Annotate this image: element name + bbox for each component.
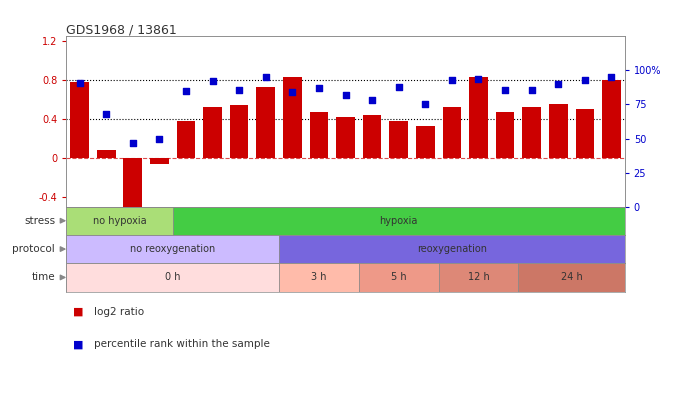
Bar — [66, 263, 279, 292]
Point — [74, 79, 85, 86]
Text: 3 h: 3 h — [311, 273, 327, 282]
Text: stress: stress — [24, 216, 55, 226]
Bar — [279, 263, 359, 292]
Bar — [256, 87, 275, 158]
Point — [366, 97, 378, 104]
Point — [180, 87, 191, 94]
Bar — [177, 121, 195, 158]
Point — [473, 75, 484, 82]
Bar — [522, 107, 541, 158]
Point — [393, 83, 404, 90]
Bar — [310, 112, 328, 158]
Bar — [443, 107, 461, 158]
Text: 12 h: 12 h — [468, 273, 489, 282]
Bar — [150, 158, 169, 164]
Point — [446, 77, 457, 83]
Text: percentile rank within the sample: percentile rank within the sample — [94, 339, 270, 349]
Bar — [124, 158, 142, 207]
Point — [154, 135, 165, 142]
Point — [207, 78, 218, 85]
Bar — [549, 104, 567, 158]
Bar — [97, 150, 115, 158]
Point — [260, 74, 272, 81]
Bar — [203, 107, 222, 158]
Bar — [279, 235, 625, 263]
Bar — [389, 121, 408, 158]
Text: protocol: protocol — [13, 244, 55, 254]
Bar — [230, 105, 248, 158]
Text: log2 ratio: log2 ratio — [94, 307, 144, 317]
Bar — [496, 112, 514, 158]
Bar — [469, 77, 488, 158]
Text: ■: ■ — [73, 307, 84, 317]
Point — [127, 139, 138, 146]
Point — [234, 86, 245, 93]
Bar — [70, 82, 89, 158]
Bar — [66, 207, 172, 235]
Bar — [66, 235, 279, 263]
Bar — [519, 263, 625, 292]
Text: 24 h: 24 h — [560, 273, 582, 282]
Text: hypoxia: hypoxia — [380, 216, 418, 226]
Text: no reoxygenation: no reoxygenation — [130, 244, 215, 254]
Text: time: time — [31, 273, 55, 282]
Text: no hypoxia: no hypoxia — [93, 216, 147, 226]
Point — [500, 86, 511, 93]
Point — [340, 92, 351, 98]
Bar — [359, 263, 438, 292]
Text: GDS1968 / 13861: GDS1968 / 13861 — [66, 23, 177, 36]
Text: reoxygenation: reoxygenation — [417, 244, 487, 254]
Point — [526, 86, 537, 93]
Bar — [172, 207, 625, 235]
Point — [606, 74, 617, 81]
Bar — [416, 126, 435, 158]
Point — [287, 89, 298, 96]
Bar — [283, 77, 302, 158]
Point — [553, 81, 564, 87]
Point — [579, 77, 591, 83]
Bar — [438, 263, 519, 292]
Point — [101, 111, 112, 117]
Bar — [363, 115, 381, 158]
Point — [419, 101, 431, 108]
Text: ■: ■ — [73, 339, 84, 349]
Text: 0 h: 0 h — [165, 273, 180, 282]
Bar — [336, 117, 355, 158]
Bar — [602, 80, 621, 158]
Bar — [576, 109, 594, 158]
Point — [313, 85, 325, 92]
Text: 5 h: 5 h — [391, 273, 406, 282]
